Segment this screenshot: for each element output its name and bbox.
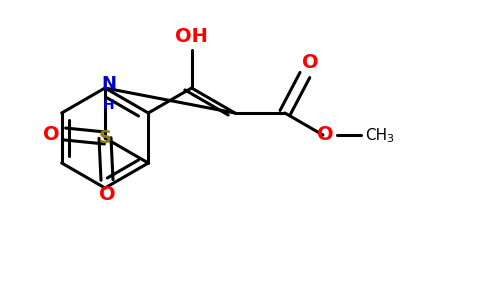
Text: N: N [102, 75, 117, 93]
Text: 3: 3 [386, 134, 393, 144]
Text: OH: OH [175, 28, 208, 46]
Text: H: H [103, 98, 115, 112]
Text: S: S [99, 129, 111, 147]
Text: O: O [317, 125, 333, 145]
Text: O: O [43, 124, 60, 143]
Text: CH: CH [365, 128, 387, 142]
Text: O: O [302, 53, 318, 73]
Text: O: O [99, 184, 115, 203]
